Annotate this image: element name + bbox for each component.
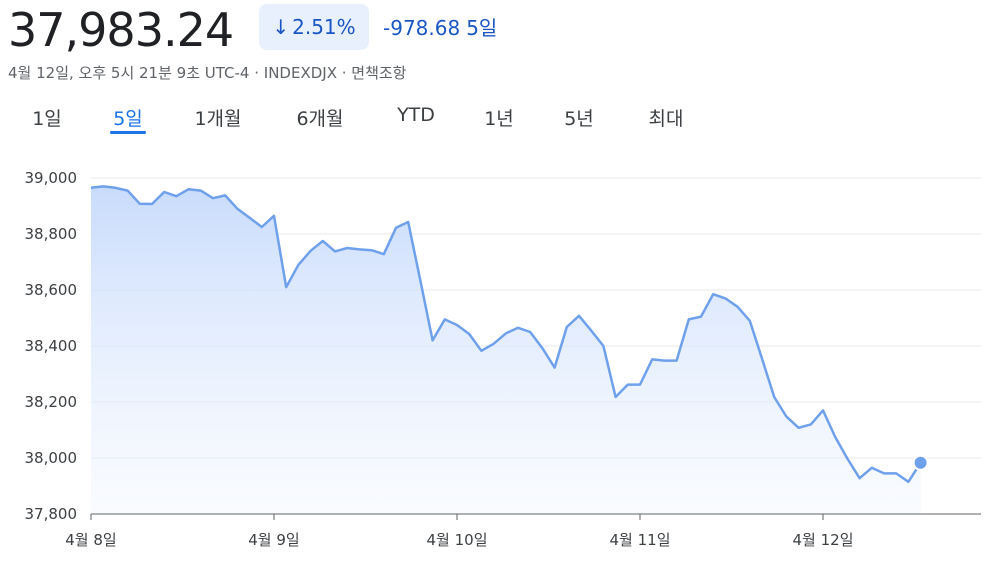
change-absolute-value: -978.68	[383, 16, 461, 40]
y-tick-label: 39,000	[25, 169, 78, 187]
y-axis: 39,000 38,800 38,600 38,400 38,200 38,000 37,8…	[25, 169, 78, 523]
price-area	[91, 186, 921, 514]
price-line	[90, 185, 922, 484]
x-tick-label: 4월 10일	[427, 531, 488, 549]
y-tick-label: 38,800	[25, 225, 78, 243]
x-tick-label: 4월 12일	[793, 531, 854, 549]
x-axis: 4월 8일 4월 9일 4월 10일 4월 11일 4월 12일	[65, 514, 854, 549]
tab-1y[interactable]: 1년	[484, 108, 514, 130]
active-tab-indicator	[110, 131, 146, 134]
x-tick-label: 4월 11일	[610, 531, 671, 549]
tab-ytd[interactable]: YTD	[397, 104, 435, 126]
arrow-down-icon: ↓	[272, 15, 290, 39]
change-absolute: -978.68 5일	[383, 12, 497, 41]
tab-5y[interactable]: 5년	[564, 108, 594, 130]
current-price: 37,983.24	[8, 3, 234, 57]
y-tick-label: 38,000	[25, 449, 78, 467]
y-tick-label: 38,400	[25, 337, 78, 355]
current-value-marker[interactable]	[912, 454, 929, 471]
y-tick-label: 38,200	[25, 393, 78, 411]
change-period: 5일	[466, 16, 498, 40]
tab-1m[interactable]: 1개월	[194, 108, 242, 130]
y-tick-label: 37,800	[25, 505, 78, 523]
tab-5d[interactable]: 5일	[113, 108, 143, 130]
y-tick-label: 38,600	[25, 281, 78, 299]
quote-meta-line: 4월 12일, 오후 5시 21분 9초 UTC-4 · INDEXDJX · …	[8, 64, 407, 82]
change-percent-badge: ↓ 2.51%	[259, 4, 369, 50]
tab-1d[interactable]: 1일	[32, 108, 62, 130]
x-tick-label: 4월 9일	[248, 531, 299, 549]
tab-max[interactable]: 최대	[648, 108, 684, 130]
x-tick-label: 4월 8일	[65, 531, 116, 549]
tab-6m[interactable]: 6개월	[296, 108, 344, 130]
change-percent: 2.51%	[292, 15, 356, 39]
